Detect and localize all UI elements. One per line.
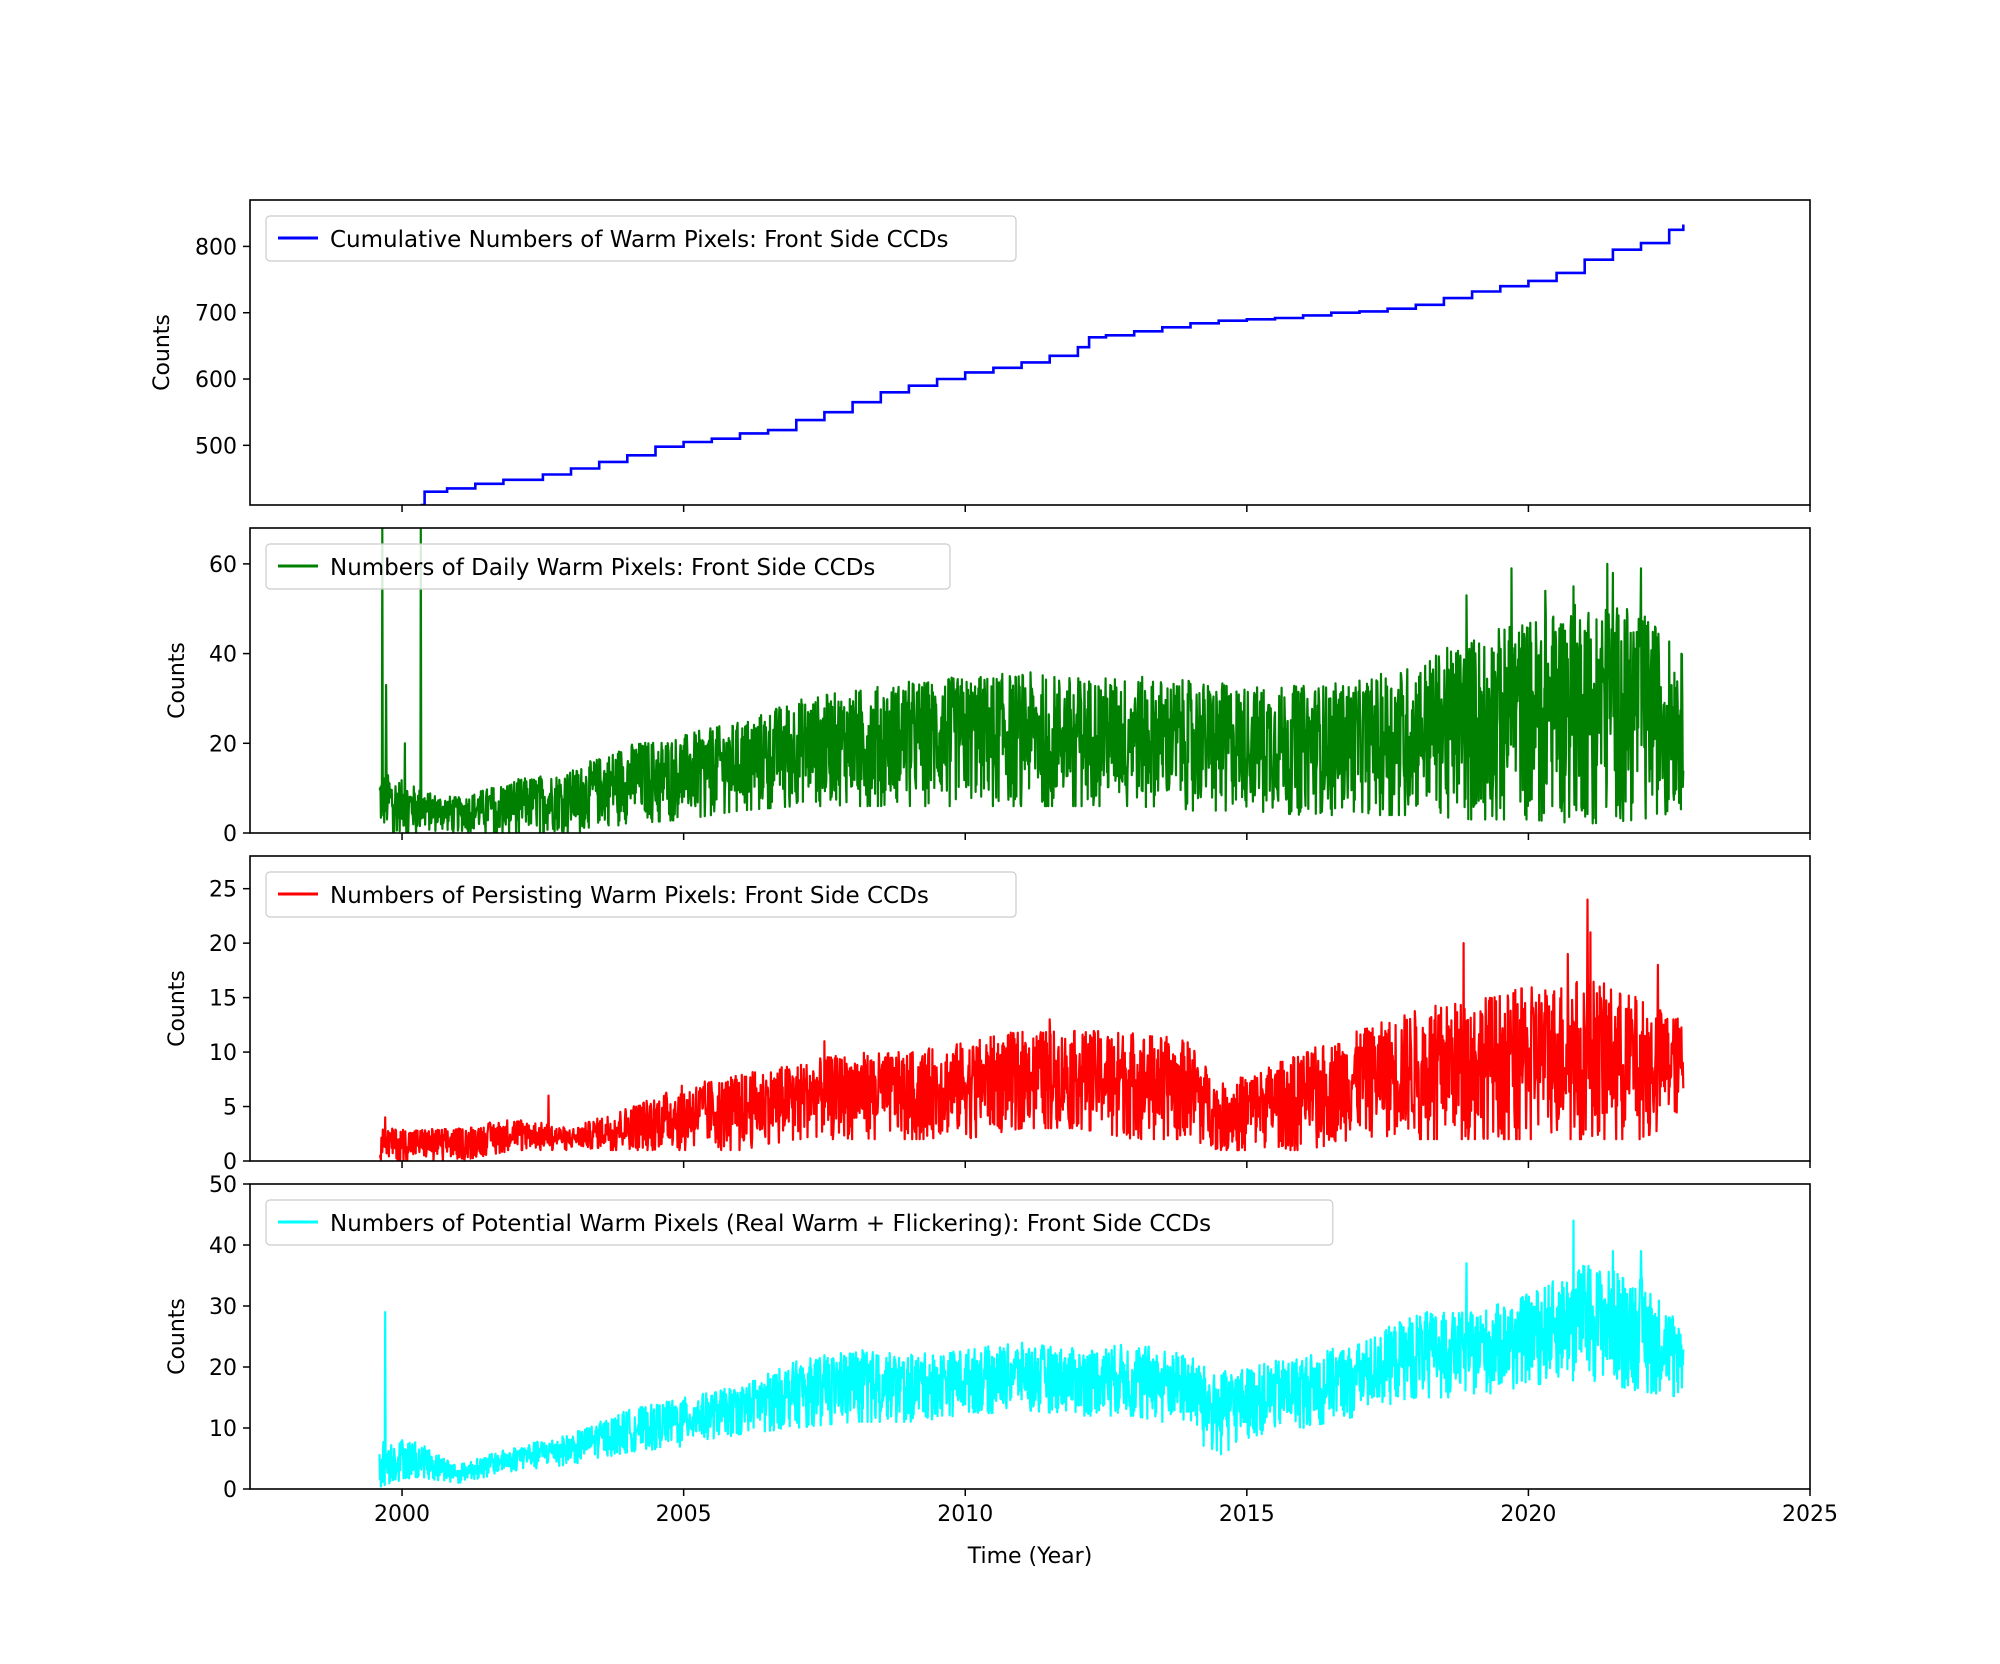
legend: Numbers of Persisting Warm Pixels: Front… [265,871,1017,918]
panel-4: 0 10 20 30 40 50 2000 2005 2010 2015 2020 2025 Count… [165,1173,1838,1527]
x-tick-label: 2015 [1219,1502,1275,1527]
x-tick-label: 2010 [937,1502,993,1527]
panel-1: 500 600 700 800 Counts Cumulative Numbers of … [150,199,1811,512]
legend: Numbers of Daily Warm Pixels: Front Side… [265,543,951,590]
y-tick-label: 700 [195,302,237,327]
y-tick-label: 15 [209,987,237,1012]
y-tick-label: 40 [209,1234,237,1259]
legend-box [265,543,951,590]
plot-area [378,1219,1685,1488]
y-axis-label: Counts [165,642,190,719]
y-tick-label: 500 [195,434,237,459]
axes-frame [249,527,1811,834]
y-tick-label: 60 [209,553,237,578]
y-tick-label: 10 [209,1417,237,1442]
plot-area [378,898,1685,1161]
axes-frame [249,1183,1811,1490]
legend: Cumulative Numbers of Warm Pixels: Front… [265,215,1017,262]
y-tick-label: 50 [209,1173,237,1198]
panel-2: 0 20 40 60 Counts Numbers of Daily Warm Pixel… [165,527,1811,847]
series-line [378,528,1685,833]
legend-label: Numbers of Potential Warm Pixels (Real W… [330,1211,1211,1237]
x-tick-label: 2025 [1782,1502,1838,1527]
y-tick-label: 20 [209,1356,237,1381]
y-tick-label: 20 [209,732,237,757]
y-tick-label: 25 [209,878,237,903]
legend-box [265,871,1017,918]
plot-area [420,224,1685,505]
axes-frame [249,855,1811,1162]
y-tick-label: 20 [209,932,237,957]
legend-box [265,215,1017,262]
y-tick-label: 30 [209,1295,237,1320]
x-tick-label: 2020 [1500,1502,1556,1527]
series-line [378,1219,1685,1488]
x-tick-label: 2005 [656,1502,712,1527]
panel-3: 0 5 10 15 20 25 Counts Numbers of Persisting Wa… [165,855,1811,1175]
y-tick-label: 0 [223,1478,237,1503]
y-tick-label: 0 [223,1150,237,1175]
y-tick-label: 0 [223,822,237,847]
series-line [378,898,1685,1161]
y-tick-label: 40 [209,643,237,668]
y-axis-label: Counts [165,1298,190,1375]
plot-area [378,528,1685,833]
y-tick-label: 600 [195,368,237,393]
series-line [420,224,1685,505]
y-tick-label: 10 [209,1041,237,1066]
x-tick-label: 2000 [374,1502,430,1527]
y-axis-label: Counts [150,314,175,391]
y-axis-label: Counts [165,970,190,1047]
legend-box [265,1199,1334,1246]
axes-frame [249,199,1811,506]
legend-label: Cumulative Numbers of Warm Pixels: Front… [330,227,948,253]
y-tick-label: 5 [223,1096,237,1121]
legend-label: Numbers of Daily Warm Pixels: Front Side… [330,555,875,581]
legend-label: Numbers of Persisting Warm Pixels: Front… [330,883,929,909]
x-axis-label: Time (Year) [967,1544,1093,1569]
legend: Numbers of Potential Warm Pixels (Real W… [265,1199,1334,1246]
y-tick-label: 800 [195,235,237,260]
